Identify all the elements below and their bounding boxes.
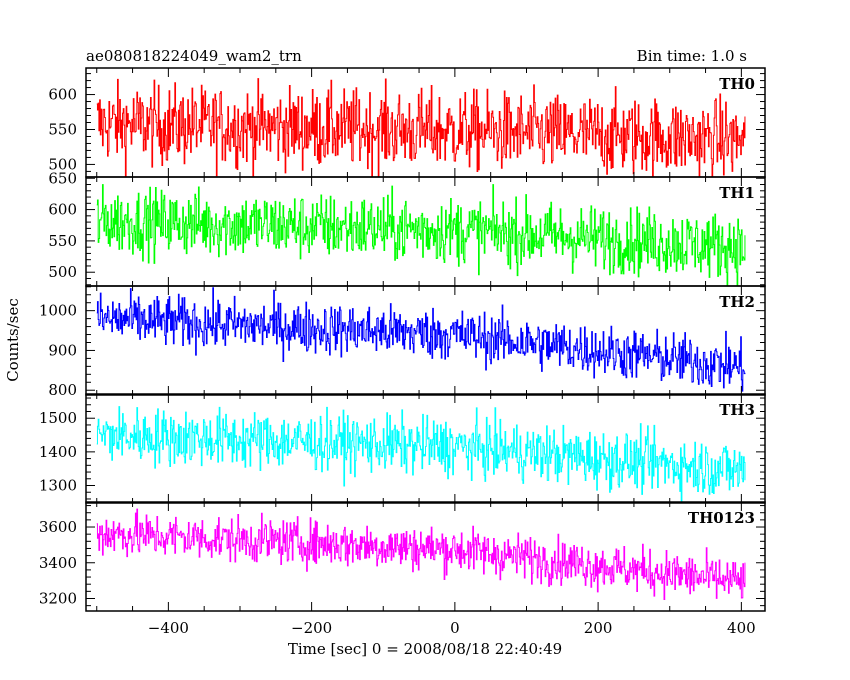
y-tick-label: 3400 <box>39 554 77 572</box>
x-tick-label: −400 <box>148 619 189 637</box>
panel-th3: 1300 1400 1500 TH3 <box>39 393 766 504</box>
x-axis-label: Time [sec] 0 = 2008/08/18 22:40:49 <box>288 640 562 658</box>
panel-frame <box>85 393 766 504</box>
panels-group: 500 550 600 TH0 500 550 600 650 TH1 800 900 1000 TH2… <box>39 67 766 612</box>
y-tick-label: 550 <box>48 232 77 250</box>
x-tick-label: 400 <box>727 619 756 637</box>
series-line-th1 <box>96 184 746 286</box>
y-tick-label: 3600 <box>39 518 77 536</box>
x-tick-label: −200 <box>291 619 332 637</box>
y-axis-label: Counts/sec <box>4 298 22 382</box>
panel-label-th0123: TH0123 <box>688 509 755 527</box>
panel-label-th1: TH1 <box>719 184 755 202</box>
y-tick-label: 3200 <box>39 589 77 607</box>
y-tick-label: 550 <box>48 120 77 138</box>
panel-label-th0: TH0 <box>719 75 755 93</box>
panel-label-th2: TH2 <box>719 293 755 311</box>
series-line-th2 <box>96 287 746 392</box>
y-tick-label: 1400 <box>39 443 77 461</box>
panel-th0123: 3200 3400 3600 TH0123 <box>39 501 766 612</box>
panel-frame <box>85 501 766 612</box>
series-line-th3 <box>96 406 746 503</box>
chart-title-right: Bin time: 1.0 s <box>637 47 747 65</box>
y-tick-label: 1000 <box>39 302 77 320</box>
panel-label-th3: TH3 <box>719 401 755 419</box>
y-tick-label: 1500 <box>39 409 77 427</box>
y-tick-label: 600 <box>48 86 77 104</box>
y-tick-label: 600 <box>48 201 77 219</box>
panel-th2: 800 900 1000 TH2 <box>39 285 766 399</box>
y-tick-label: 1300 <box>39 477 77 495</box>
x-tick-label: 0 <box>450 619 460 637</box>
y-tick-label: 500 <box>48 155 77 173</box>
panel-th1: 500 550 600 650 TH1 <box>48 169 766 287</box>
series-line-th0 <box>96 78 746 177</box>
y-tick-label: 800 <box>48 381 77 399</box>
x-tick-label: 200 <box>584 619 613 637</box>
series-line-th0123 <box>96 508 746 600</box>
x-axis: −400 −200 0 200 400 <box>148 619 756 637</box>
y-tick-label: 500 <box>48 263 77 281</box>
panel-th0: 500 550 600 TH0 <box>48 67 766 178</box>
chart-title-left: ae080818224049_wam2_trn <box>86 47 302 65</box>
y-tick-label: 900 <box>48 341 77 359</box>
panel-frame <box>85 285 766 396</box>
y-tick-label: 650 <box>48 169 77 187</box>
